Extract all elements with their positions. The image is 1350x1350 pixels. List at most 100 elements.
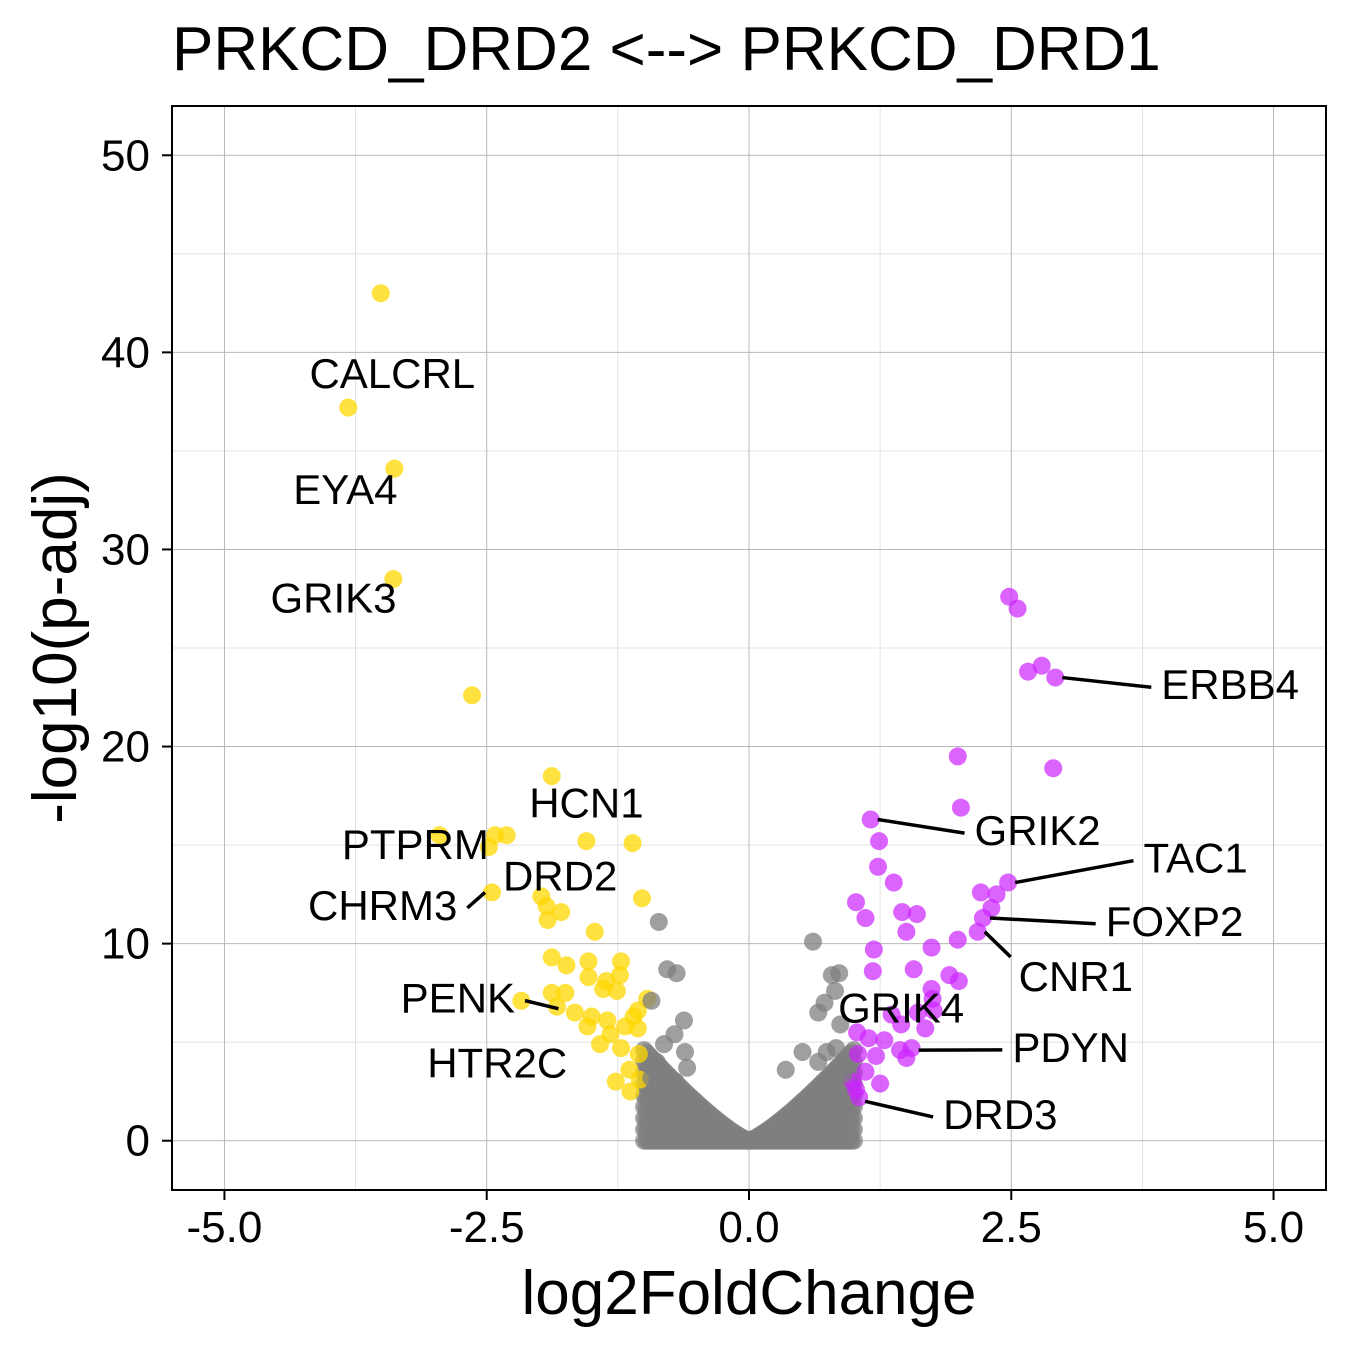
up-point [856, 1062, 875, 1081]
up-point [902, 1039, 921, 1058]
x-tick-label: -5.0 [187, 1203, 263, 1252]
ns-point [667, 964, 686, 983]
up-point [875, 1031, 894, 1050]
down-point [538, 910, 557, 929]
up-point [924, 1001, 943, 1020]
gene-labels: CALCRL EYA4 GRIK3 HCN1 PTPRM DRD2 CHRM3 PENK HTR… [270, 350, 1299, 1138]
up-point [884, 873, 903, 892]
down-point [339, 398, 358, 417]
ns-point [666, 1072, 685, 1091]
ns-point [776, 1060, 795, 1079]
y-tick-label: 0 [126, 1117, 150, 1166]
down-point [578, 1017, 597, 1036]
x-tick-label: 5.0 [1243, 1203, 1304, 1252]
y-tick-label: 40 [101, 328, 150, 377]
gene-label-tac1: TAC1 [1143, 835, 1247, 882]
up-point [870, 832, 889, 851]
down-point [629, 1045, 648, 1064]
gene-label-drd3: DRD3 [943, 1091, 1057, 1138]
up-point [863, 962, 882, 981]
x-tick-label: -2.5 [449, 1203, 525, 1252]
down-point [537, 897, 556, 916]
down-point [628, 1001, 647, 1020]
down-point [542, 983, 561, 1002]
down-point [612, 1039, 631, 1058]
leader-line [989, 916, 1096, 926]
up-point [916, 1019, 935, 1038]
down-point [607, 981, 626, 1000]
down-point [623, 834, 642, 853]
up-point [897, 922, 916, 941]
down-point [556, 983, 575, 1002]
gene-label-cnr1: CNR1 [1019, 953, 1133, 1000]
down-point [577, 832, 596, 851]
gene-label-grik3: GRIK3 [270, 575, 396, 622]
down-point [385, 459, 404, 478]
y-tick-label: 50 [101, 131, 150, 180]
up-point [864, 940, 883, 959]
leader-line [1062, 675, 1152, 689]
data-points [339, 284, 1065, 1150]
ns-point [809, 1052, 828, 1071]
up-point [849, 1045, 868, 1064]
up-point [999, 873, 1018, 892]
ns-point [831, 1015, 850, 1034]
leader-line [983, 930, 1012, 959]
ns-point [803, 932, 822, 951]
up-point [908, 1003, 927, 1022]
down-point [606, 1072, 625, 1091]
down-point [557, 956, 576, 975]
down-point [585, 922, 604, 941]
gene-label-erbb4: ERBB4 [1161, 661, 1299, 708]
ns-point [676, 1043, 695, 1062]
down-point [542, 948, 561, 967]
up-point [904, 960, 923, 979]
leader-line [1014, 858, 1134, 885]
gene-label-hcn1: HCN1 [529, 779, 643, 826]
down-point [628, 1019, 647, 1038]
gene-label-eya4: EYA4 [293, 466, 397, 513]
down-point [512, 991, 531, 1010]
down-point [497, 826, 516, 845]
up-point [1032, 656, 1051, 675]
gene-label-calcrl: CALCRL [309, 350, 475, 397]
x-axis-title: log2FoldChange [521, 1259, 976, 1328]
up-point [907, 905, 926, 924]
ns-point [793, 1043, 812, 1062]
label-leader-lines [466, 675, 1152, 1119]
down-point [430, 826, 449, 845]
up-point [1046, 668, 1065, 687]
down-point [542, 767, 561, 786]
up-point [869, 857, 888, 876]
up-point [948, 747, 967, 766]
down-point [482, 883, 501, 902]
ns-point [649, 912, 668, 931]
ns-point [655, 1035, 674, 1054]
up-point [859, 1029, 878, 1048]
gene-label-grik2: GRIK2 [975, 807, 1101, 854]
x-tick-label: 0.0 [718, 1203, 779, 1252]
y-tick-label: 20 [101, 723, 150, 772]
down-point [579, 952, 598, 971]
leader-line [466, 891, 487, 910]
up-point [922, 938, 941, 957]
grid-lines [172, 106, 1326, 1190]
up-point [948, 930, 967, 949]
down-point [591, 1035, 610, 1054]
y-tick-label: 10 [101, 920, 150, 969]
ns-point [642, 1068, 661, 1087]
down-point [463, 686, 482, 705]
y-axis-ticks: 0 10 20 30 40 50 [101, 131, 172, 1166]
ns-point [830, 964, 849, 983]
leader-line [864, 1099, 934, 1119]
gene-label-grik4: GRIK4 [838, 984, 964, 1031]
up-point [856, 909, 875, 928]
up-point [949, 972, 968, 991]
ns-point [674, 1011, 693, 1030]
leader-line [877, 817, 965, 835]
x-axis-ticks: -5.0 -2.5 0.0 2.5 5.0 [187, 1190, 1304, 1252]
down-point [384, 570, 403, 589]
ns-point [827, 1039, 846, 1058]
down-point [371, 284, 390, 303]
